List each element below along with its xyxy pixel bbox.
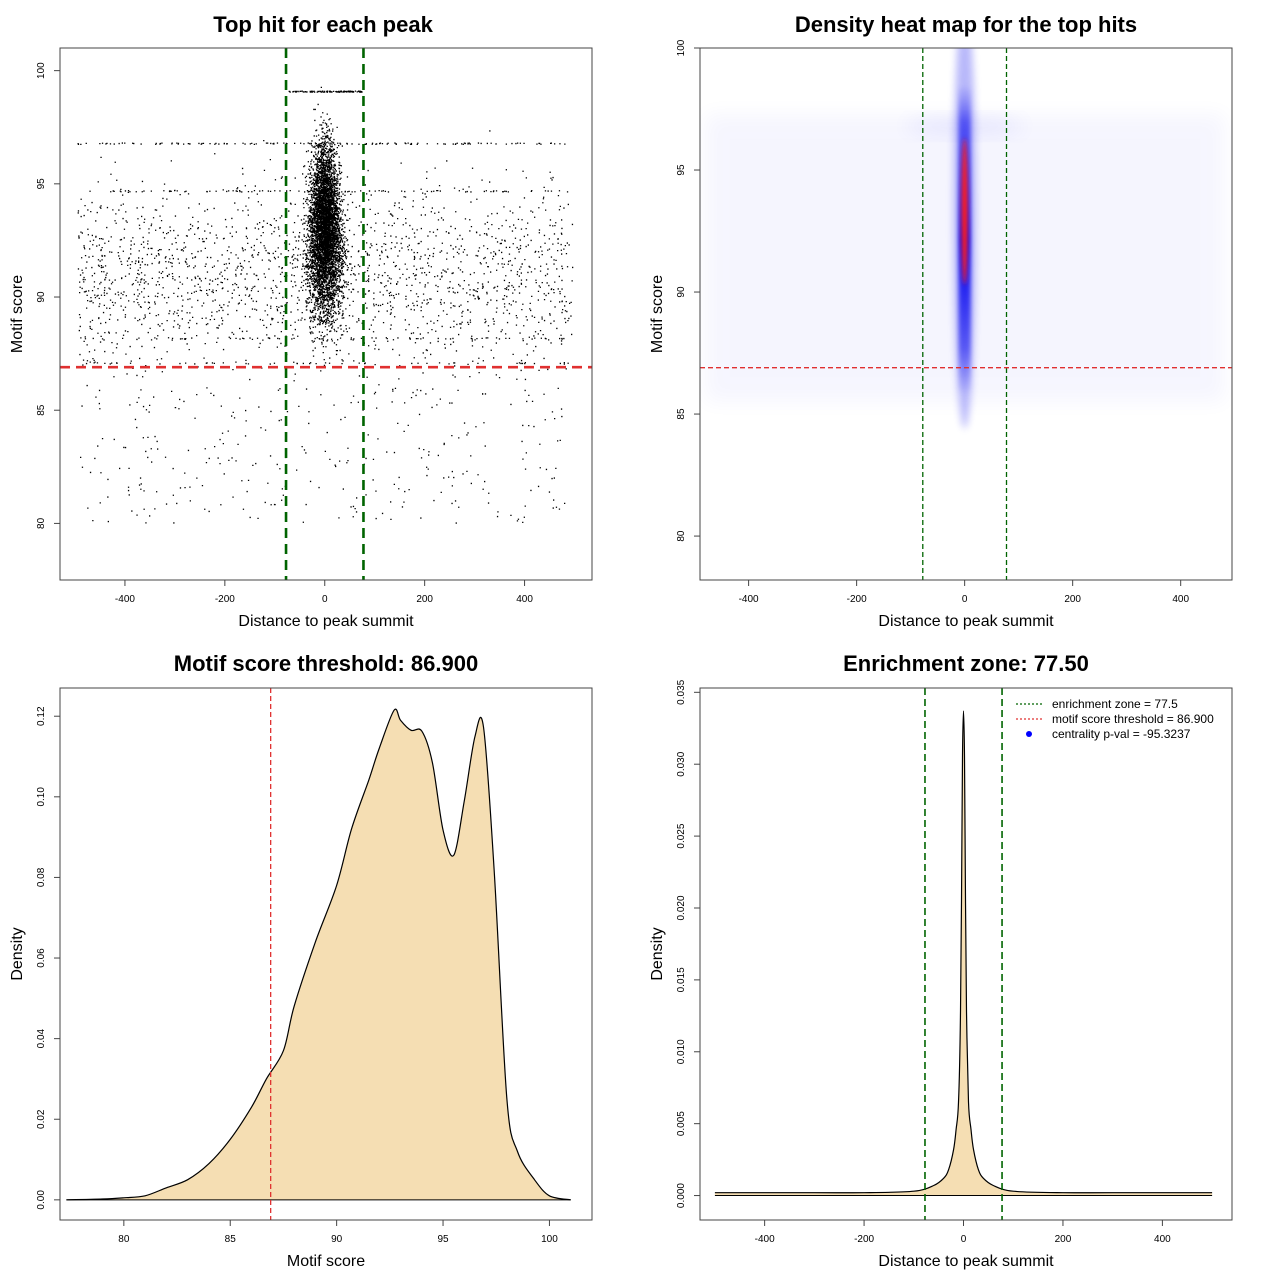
x-tick-label: -200 bbox=[847, 594, 867, 605]
plot-frame bbox=[699, 687, 1233, 1221]
x-tick-label: 100 bbox=[541, 1234, 558, 1245]
x-axis-ticks: 80 85 90 95 100 bbox=[118, 1220, 558, 1245]
density-line bbox=[66, 708, 571, 1201]
y-tick-label: 100 bbox=[36, 62, 47, 79]
plot-frame bbox=[59, 687, 593, 1221]
legend-item-zone: enrichment zone = 77.5 bbox=[1052, 697, 1178, 711]
y-tick-label: 0.000 bbox=[676, 1183, 687, 1208]
x-tick-label: 400 bbox=[1172, 594, 1189, 605]
x-tick-label: 400 bbox=[1154, 1234, 1171, 1245]
scatter-points bbox=[77, 86, 574, 524]
x-tick-label: 80 bbox=[118, 1234, 130, 1245]
x-tick-label: 400 bbox=[516, 594, 533, 605]
x-tick-label: 0 bbox=[322, 594, 328, 605]
y-tick-label: 0.010 bbox=[676, 1039, 687, 1064]
x-tick-label: 200 bbox=[416, 594, 433, 605]
density-area bbox=[66, 709, 571, 1200]
legend: enrichment zone = 77.5 motif score thres… bbox=[1016, 697, 1214, 741]
x-tick-label: -400 bbox=[755, 1234, 775, 1245]
x-axis-label: Distance to peak summit bbox=[238, 613, 414, 630]
y-tick-label: 0.035 bbox=[676, 679, 687, 704]
y-axis-label: Motif score bbox=[649, 275, 666, 353]
data-points bbox=[77, 86, 574, 524]
distance-density-panel: Enrichment zone: 77.50 -400 -200 0 200 400 0… bbox=[649, 651, 1233, 1270]
heatmap-density bbox=[700, 48, 1232, 580]
reference-lines bbox=[924, 688, 1003, 1220]
legend-item-threshold: motif score threshold = 86.900 bbox=[1052, 712, 1214, 726]
y-tick-label: 100 bbox=[676, 39, 687, 56]
y-axis-ticks: 0.000 0.005 0.010 0.015 0.020 0.025 0.030 0.035 bbox=[676, 679, 700, 1208]
x-tick-label: 85 bbox=[225, 1234, 237, 1245]
y-axis-label: Density bbox=[649, 927, 666, 980]
y-tick-label: 90 bbox=[36, 291, 47, 303]
legend-swatch-pval bbox=[1026, 731, 1032, 737]
y-tick-label: 0.005 bbox=[676, 1111, 687, 1136]
x-tick-label: -400 bbox=[115, 594, 135, 605]
y-tick-label: 0.025 bbox=[676, 823, 687, 848]
y-tick-label: 0.08 bbox=[36, 867, 47, 887]
y-tick-label: 95 bbox=[36, 178, 47, 190]
x-tick-label: -200 bbox=[215, 594, 235, 605]
x-tick-label: 0 bbox=[961, 1234, 967, 1245]
x-axis-ticks: -400 -200 0 200 400 bbox=[755, 1220, 1171, 1245]
y-tick-label: 0.015 bbox=[676, 967, 687, 992]
x-tick-label: 200 bbox=[1055, 1234, 1072, 1245]
y-tick-label: 0.020 bbox=[676, 895, 687, 920]
x-tick-label: 0 bbox=[962, 594, 968, 605]
y-tick-label: 0.030 bbox=[676, 751, 687, 776]
y-tick-label: 0.06 bbox=[36, 948, 47, 968]
y-tick-label: 80 bbox=[676, 530, 687, 542]
y-tick-label: 0.04 bbox=[36, 1028, 47, 1048]
x-tick-label: 90 bbox=[331, 1234, 343, 1245]
x-axis-ticks: -400 -200 0 200 400 bbox=[739, 580, 1189, 605]
chart-title: Motif score threshold: 86.900 bbox=[174, 651, 478, 676]
y-axis-ticks: 0.00 0.02 0.04 0.06 0.08 0.10 0.12 bbox=[36, 706, 60, 1210]
y-axis-ticks: 80 85 90 95 100 bbox=[676, 39, 700, 542]
score-density-panel: Motif score threshold: 86.900 80 85 90 95 10… bbox=[9, 651, 593, 1270]
legend-item-pval: centrality p-val = -95.3237 bbox=[1052, 727, 1191, 741]
scatter-panel: Top hit for each peak -400 -200 0 200 400 80… bbox=[9, 12, 593, 630]
y-axis-label: Density bbox=[9, 927, 26, 980]
y-tick-label: 95 bbox=[676, 164, 687, 176]
chart-title: Top hit for each peak bbox=[213, 12, 433, 37]
x-axis-ticks: -400 -200 0 200 400 bbox=[115, 580, 533, 605]
y-tick-label: 85 bbox=[36, 404, 47, 416]
density-line bbox=[714, 710, 1213, 1194]
density-curve bbox=[714, 710, 1213, 1197]
reference-lines bbox=[60, 48, 592, 580]
reference-lines bbox=[700, 48, 1232, 580]
y-tick-label: 90 bbox=[676, 286, 687, 298]
y-tick-label: 0.00 bbox=[36, 1190, 47, 1210]
y-axis-label: Motif score bbox=[9, 275, 26, 353]
y-tick-label: 85 bbox=[676, 408, 687, 420]
plot-frame bbox=[699, 47, 1233, 581]
density-curve bbox=[66, 708, 571, 1201]
y-tick-label: 0.02 bbox=[36, 1109, 47, 1129]
y-tick-label: 80 bbox=[36, 517, 47, 529]
x-axis-label: Distance to peak summit bbox=[878, 1253, 1054, 1270]
y-axis-ticks: 80 85 90 95 100 bbox=[36, 62, 60, 529]
x-tick-label: -400 bbox=[739, 594, 759, 605]
chart-title: Density heat map for the top hits bbox=[795, 12, 1137, 37]
x-tick-label: -200 bbox=[854, 1234, 874, 1245]
x-axis-label: Motif score bbox=[287, 1253, 365, 1270]
y-tick-label: 0.12 bbox=[36, 706, 47, 726]
heatmap-panel: Density heat map for the top hits -400 -2… bbox=[649, 12, 1233, 630]
x-axis-label: Distance to peak summit bbox=[878, 613, 1054, 630]
plot-frame bbox=[59, 47, 593, 581]
y-tick-label: 0.10 bbox=[36, 787, 47, 807]
x-tick-label: 95 bbox=[437, 1234, 449, 1245]
x-tick-label: 200 bbox=[1064, 594, 1081, 605]
density-area bbox=[714, 711, 1213, 1196]
heatmap-hotspot bbox=[961, 138, 968, 285]
chart-title: Enrichment zone: 77.50 bbox=[843, 651, 1089, 676]
